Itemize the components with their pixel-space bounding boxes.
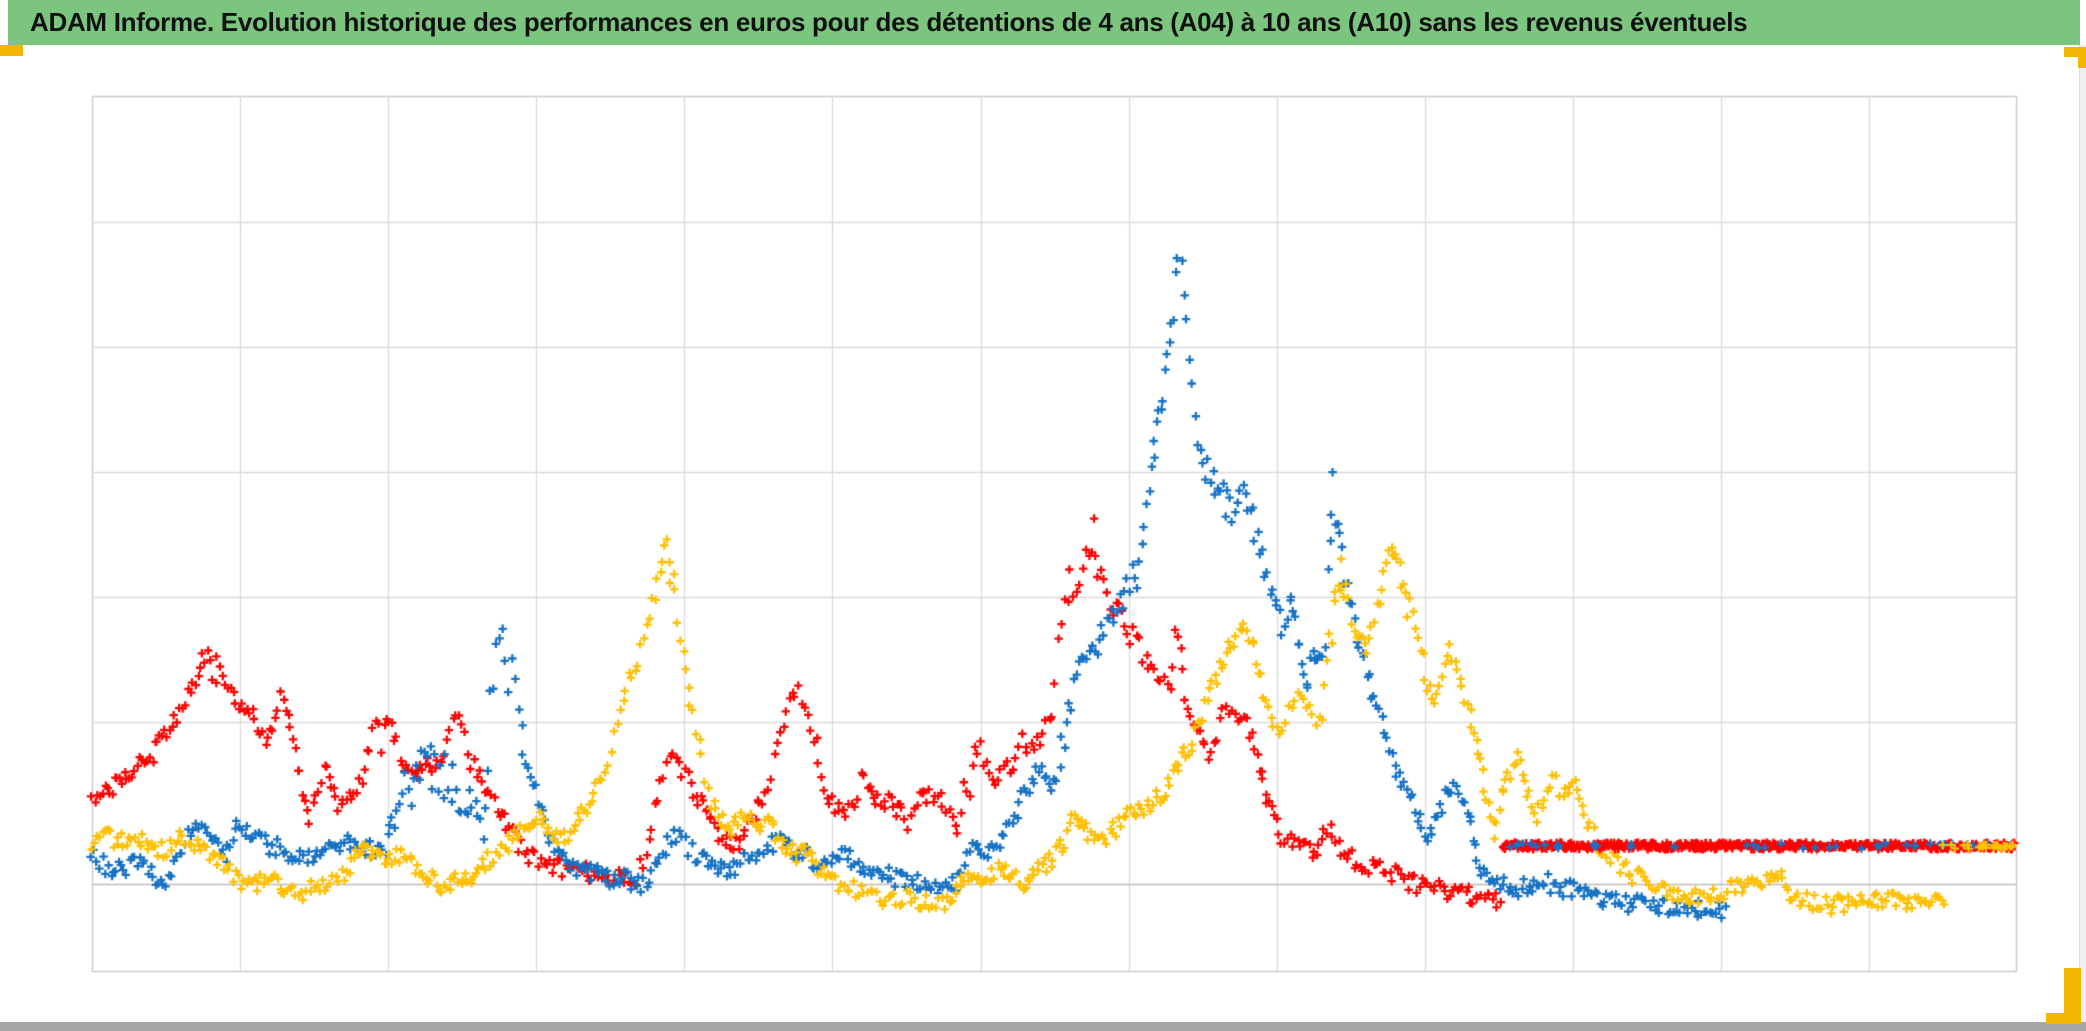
bottom-edge-strip	[0, 1022, 2086, 1031]
page-title: ADAM Informe. Evolution historique des p…	[30, 7, 1748, 37]
right-edge-strip	[2079, 45, 2086, 1031]
selection-corner-top-right-arm	[2078, 47, 2086, 68]
selection-corner-bottom-right-arm	[2046, 1013, 2081, 1024]
title-bar[interactable]: ADAM Informe. Evolution historique des p…	[8, 0, 2080, 45]
selection-corner-top-left	[0, 45, 23, 56]
selection-corner-bottom-right	[2064, 968, 2081, 1024]
selection-corner-top-right	[2064, 47, 2086, 57]
